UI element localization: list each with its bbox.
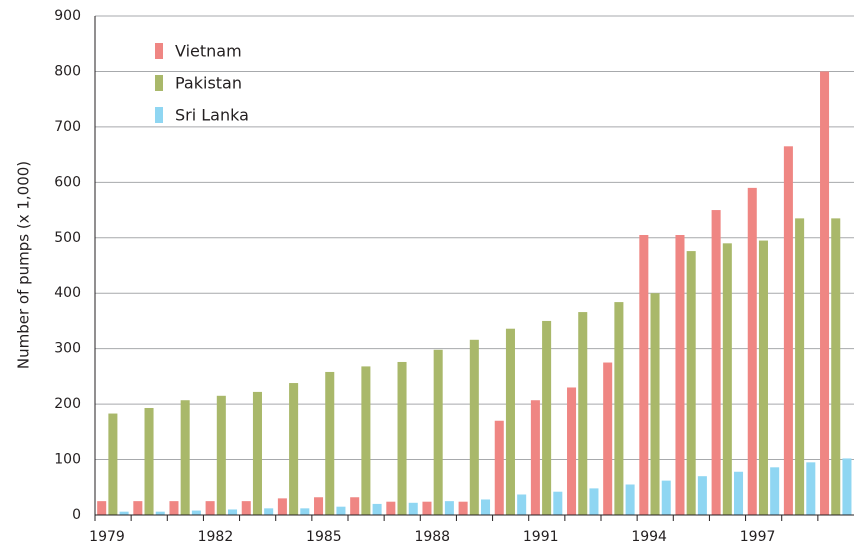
bar — [842, 458, 852, 515]
bar — [650, 293, 660, 515]
x-tick-label: 1991 — [523, 529, 559, 545]
bar — [831, 218, 841, 515]
bar — [433, 349, 443, 515]
bar — [578, 312, 588, 515]
bar — [783, 146, 793, 516]
bar — [336, 506, 346, 515]
legend-label: Pakistan — [175, 74, 242, 93]
bar — [422, 501, 432, 515]
y-tick-label: 100 — [54, 452, 81, 468]
bar — [325, 371, 335, 515]
bar — [133, 501, 143, 515]
x-tick-label: 1997 — [740, 529, 776, 545]
bar — [289, 383, 299, 515]
bar — [300, 508, 310, 515]
bar — [553, 491, 563, 515]
legend-label: Sri Lanka — [175, 106, 249, 125]
bar — [458, 501, 468, 515]
y-tick-label: 300 — [54, 341, 81, 357]
bar — [277, 498, 287, 515]
bar — [770, 467, 780, 515]
bar — [820, 71, 830, 515]
x-tick-label: 1985 — [306, 529, 342, 545]
bar — [144, 407, 154, 515]
bar — [228, 509, 238, 515]
bar — [747, 187, 757, 515]
y-tick-label: 0 — [72, 507, 81, 523]
bar — [469, 339, 479, 515]
bar — [119, 511, 129, 515]
bar — [734, 471, 744, 515]
bar — [661, 480, 671, 515]
bar — [216, 395, 226, 515]
y-axis-title: Number of pumps (x 1,000) — [15, 161, 33, 369]
bar — [758, 240, 768, 516]
x-tick-label: 1982 — [198, 529, 234, 545]
bar — [722, 243, 732, 516]
bar — [530, 400, 540, 515]
bar — [97, 501, 107, 515]
x-tick-label: 1994 — [631, 529, 667, 545]
bar — [205, 501, 215, 515]
bar — [397, 361, 407, 515]
y-tick-label: 600 — [54, 174, 81, 190]
bar — [625, 484, 635, 515]
bar — [108, 413, 118, 515]
bar — [361, 366, 371, 515]
legend-swatch — [155, 107, 163, 123]
y-tick-label: 800 — [54, 63, 81, 79]
y-tick-label: 400 — [54, 285, 81, 301]
bar — [639, 235, 649, 515]
bar — [350, 497, 360, 515]
bar — [686, 251, 696, 515]
bar — [494, 420, 504, 515]
bar — [191, 510, 201, 515]
bar — [675, 235, 685, 515]
x-tick-label: 1988 — [414, 529, 450, 545]
bar — [589, 488, 599, 515]
bar — [711, 210, 721, 516]
bar — [567, 387, 577, 515]
bar — [264, 508, 274, 515]
y-tick-label: 200 — [54, 396, 81, 412]
bar — [614, 302, 624, 515]
bar — [542, 320, 552, 515]
bar — [252, 391, 262, 515]
bar — [241, 501, 251, 515]
bar — [386, 501, 396, 515]
legend-label: Vietnam — [175, 42, 242, 61]
x-tick-label: 1979 — [89, 529, 125, 545]
bar — [505, 328, 515, 515]
bar — [517, 494, 527, 515]
bar — [180, 400, 190, 515]
bar — [155, 511, 165, 515]
y-tick-label: 900 — [54, 8, 81, 24]
bar — [806, 462, 816, 515]
bar — [372, 503, 382, 515]
bar — [481, 499, 491, 515]
legend-swatch — [155, 43, 163, 59]
bar — [314, 497, 324, 515]
bar — [795, 218, 805, 515]
bar — [444, 501, 454, 515]
bar — [169, 501, 179, 515]
bar — [408, 502, 418, 515]
legend-swatch — [155, 75, 163, 91]
bar — [697, 476, 707, 515]
y-tick-label: 500 — [54, 230, 81, 246]
y-tick-label: 700 — [54, 119, 81, 135]
bar — [603, 362, 613, 515]
